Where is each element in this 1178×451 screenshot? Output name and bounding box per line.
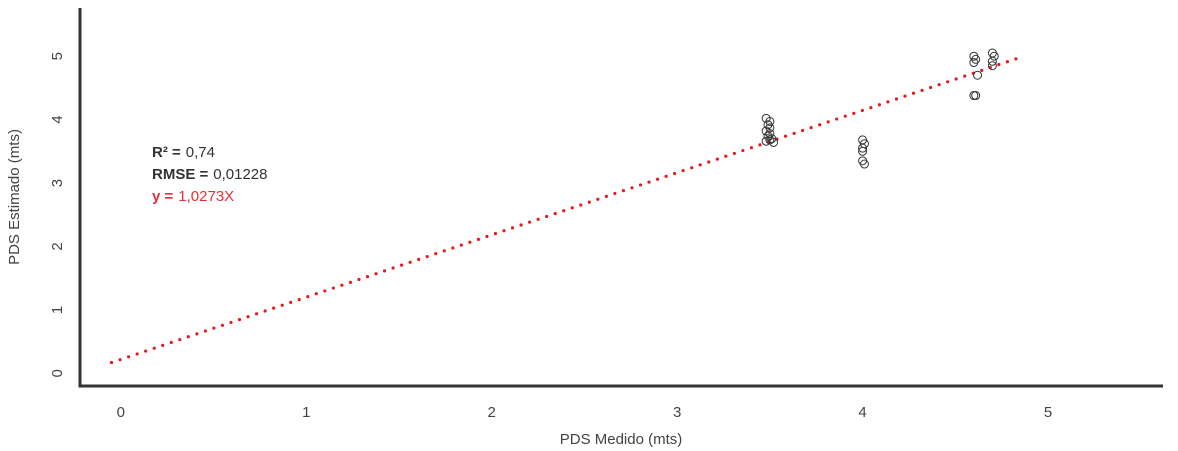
annotation: y = 1,0273X bbox=[152, 188, 234, 205]
data-point bbox=[969, 58, 979, 68]
x-tick-label: 5 bbox=[1044, 404, 1052, 421]
x-axis-label: PDS Medido (mts) bbox=[560, 431, 683, 448]
y-tick-label: 2 bbox=[49, 242, 66, 250]
data-point bbox=[765, 129, 775, 139]
annotation: R² = 0,74 bbox=[152, 144, 215, 161]
trend-line bbox=[109, 54, 1026, 365]
annotation-label: y = bbox=[152, 188, 174, 205]
data-point bbox=[987, 61, 997, 71]
data-point bbox=[971, 91, 981, 101]
annotation-value: 0,01228 bbox=[213, 166, 267, 183]
y-tick-label: 5 bbox=[49, 52, 66, 60]
x-tick-label: 4 bbox=[858, 404, 866, 421]
x-tick-label: 0 bbox=[117, 404, 125, 421]
y-tick-label: 4 bbox=[49, 115, 66, 123]
annotation-label: RMSE = bbox=[152, 166, 209, 183]
data-point bbox=[987, 56, 997, 66]
y-tick-label: 1 bbox=[49, 306, 66, 314]
data-point bbox=[858, 146, 868, 156]
annotation-label: R² = bbox=[152, 144, 181, 161]
data-point bbox=[989, 51, 999, 61]
x-tick-label: 3 bbox=[673, 404, 681, 421]
x-tick-label: 1 bbox=[302, 404, 310, 421]
annotation-value: 0,74 bbox=[186, 144, 215, 161]
data-point bbox=[969, 91, 979, 101]
x-tick-label: 2 bbox=[488, 404, 496, 421]
annotation-value: 1,0273X bbox=[178, 188, 234, 205]
data-point bbox=[769, 137, 779, 147]
y-tick-label: 0 bbox=[49, 369, 66, 377]
y-tick-label: 3 bbox=[49, 179, 66, 187]
data-point bbox=[858, 143, 868, 153]
data-point bbox=[859, 159, 869, 169]
y-axis-label: PDS Estimado (mts) bbox=[6, 129, 23, 265]
annotation: RMSE = 0,01228 bbox=[152, 166, 268, 183]
data-point bbox=[973, 70, 983, 80]
